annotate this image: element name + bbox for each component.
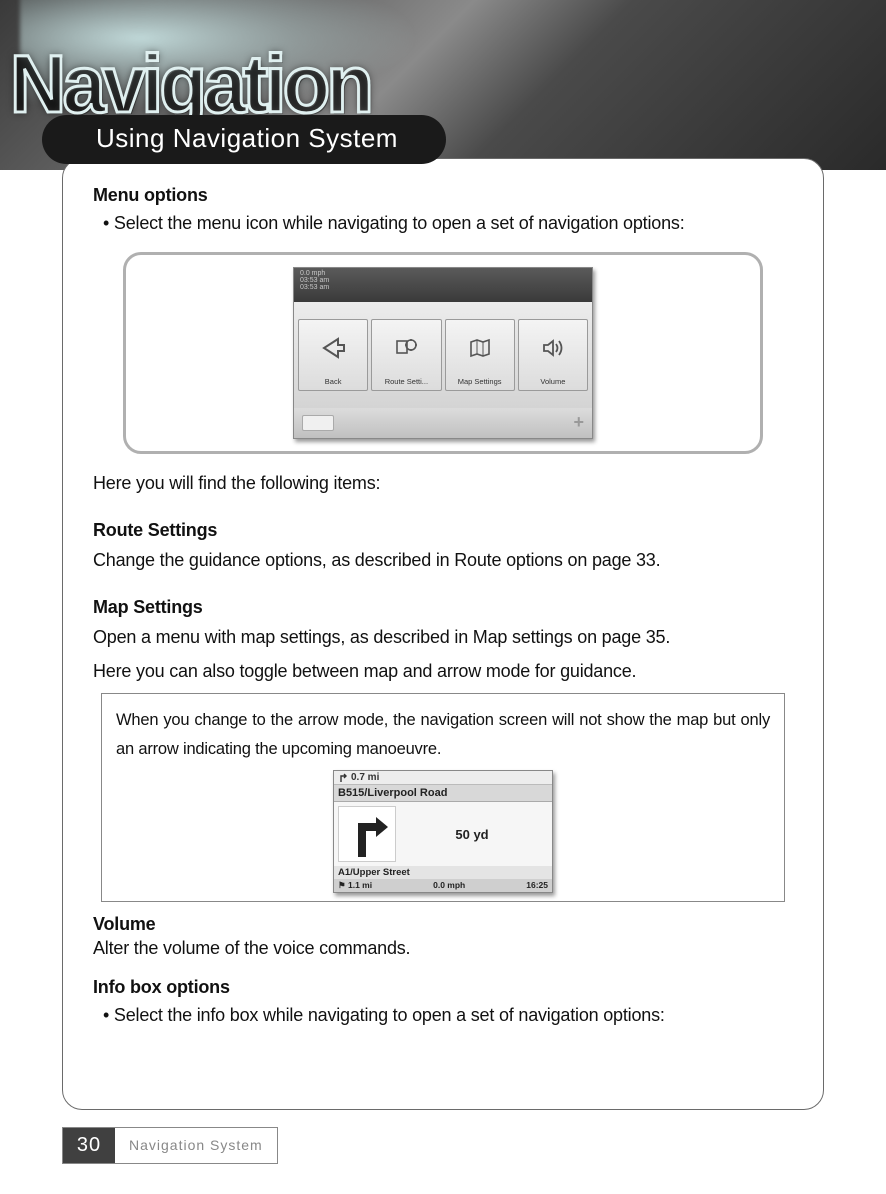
nav-button-volume[interactable]: Volume [518, 319, 588, 391]
arrow-device-top-dist: 0.7 mi [334, 771, 552, 785]
arrow-device-road1: B515/Liverpool Road [334, 785, 552, 802]
text-volume: Alter the volume of the voice commands. [93, 935, 793, 963]
heading-menu-options: Menu options [93, 185, 793, 206]
nav-button-label: Back [325, 377, 342, 386]
arrow-top-dist-value: 0.7 mi [351, 772, 379, 783]
back-arrow-icon [299, 320, 367, 377]
heading-infobox-options: Info box options [93, 977, 793, 998]
volume-icon [519, 320, 587, 377]
arrow-status-right: 16:25 [526, 880, 548, 891]
nav-bottom-chip-left [302, 415, 334, 431]
footer-page-tab: 30 Navigation System [62, 1127, 278, 1164]
nav-button-route-settings[interactable]: Route Setti... [371, 319, 441, 391]
text-map-settings-2: Here you can also toggle between map and… [93, 658, 793, 686]
route-settings-icon [372, 320, 440, 377]
arrow-status-mid: 0.0 mph [433, 880, 465, 891]
arrow-device-road2: A1/Upper Street [334, 866, 552, 879]
heading-volume: Volume [93, 914, 793, 935]
text-route-settings: Change the guidance options, as describe… [93, 547, 793, 575]
section-title-pill: Using Navigation System [42, 115, 446, 164]
heading-route-settings: Route Settings [93, 520, 793, 541]
nav-device-topbar: 0.0 mph 03:53 am 03:53 am [294, 268, 592, 302]
turn-right-arrow-icon [338, 806, 396, 862]
nav-status-time1: 03:53 am [300, 277, 586, 284]
content-card: Menu options Select the menu icon while … [62, 158, 824, 1110]
arrow-status-left: ⚑ 1.1 mi [338, 880, 372, 891]
note-box-arrow-mode: When you change to the arrow mode, the n… [101, 693, 785, 902]
arrow-device-mid-dist: 50 yd [396, 827, 548, 842]
arrow-device-mid: 50 yd [334, 802, 552, 866]
nav-status-time2: 03:53 am [300, 284, 586, 291]
text-after-screenshot: Here you will find the following items: [93, 470, 793, 498]
text-map-settings-1: Open a menu with map settings, as descri… [93, 624, 793, 652]
bullet-infobox-options: Select the info box while navigating to … [93, 1002, 793, 1030]
footer-label: Navigation System [115, 1128, 277, 1163]
nav-button-label: Volume [540, 377, 565, 386]
map-settings-icon [446, 320, 514, 377]
nav-device-button-row: Back Route Setti... Map Settings [294, 302, 592, 408]
nav-status-speed: 0.0 mph [300, 270, 586, 277]
arrow-mode-device: 0.7 mi B515/Liverpool Road 50 yd A1/Uppe… [333, 770, 553, 893]
nav-device-menu: 0.0 mph 03:53 am 03:53 am Back Route Set… [293, 267, 593, 439]
nav-button-label: Map Settings [458, 377, 502, 386]
nav-button-label: Route Setti... [385, 377, 428, 386]
arrow-device-statusbar: ⚑ 1.1 mi 0.0 mph 16:25 [334, 879, 552, 892]
nav-device-bottombar: + [294, 408, 592, 438]
bullet-menu-options: Select the menu icon while navigating to… [93, 210, 793, 238]
page-number: 30 [63, 1128, 115, 1163]
nav-button-map-settings[interactable]: Map Settings [445, 319, 515, 391]
note-text: When you change to the arrow mode, the n… [116, 706, 770, 764]
plus-icon: + [573, 412, 584, 433]
small-turn-icon [338, 773, 348, 783]
nav-button-back[interactable]: Back [298, 319, 368, 391]
screenshot-frame-menu-options: 0.0 mph 03:53 am 03:53 am Back Route Set… [123, 252, 763, 454]
heading-map-settings: Map Settings [93, 597, 793, 618]
